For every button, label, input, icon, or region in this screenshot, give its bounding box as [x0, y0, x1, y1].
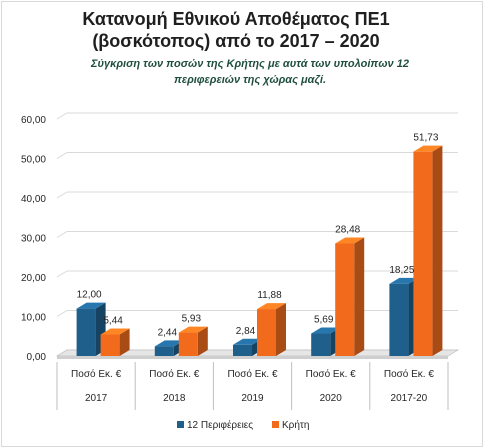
gridline-depth: [56, 191, 68, 199]
data-label: 28,48: [335, 225, 360, 236]
legend-label: Κρήτη: [282, 419, 309, 431]
bar-top: [311, 327, 341, 334]
bar-side: [119, 328, 130, 356]
bar-front: [76, 308, 96, 356]
chart-subtitle-line: Σύγκριση των ποσών της Κρήτης με αυτά τω…: [90, 58, 409, 70]
data-label: 51,73: [413, 133, 438, 144]
gridline-depth: [56, 231, 68, 238]
bar-top: [413, 145, 443, 152]
bar-top: [76, 302, 106, 309]
category-axis: Ποσό Εκ. € 2017 Ποσό Εκ. € 2018 Ποσό Εκ. € 20…: [56, 362, 449, 410]
bar-top: [178, 326, 208, 333]
category-label: 2017: [85, 393, 108, 404]
legend-label: 12 Περιφέρειες: [187, 419, 253, 431]
y-axis-ticks: 0,00 10,00 20,00 30,00 40,00 50,00 60,00: [21, 115, 46, 363]
legend-swatch: [272, 421, 279, 428]
data-label: 5,69: [314, 315, 334, 326]
bar-front: [257, 309, 276, 356]
category-label: 2017-20: [391, 393, 428, 404]
subcategory-label: Ποσό Εκ. €: [149, 368, 200, 380]
bar-front: [233, 344, 252, 356]
gridline-depth: [56, 112, 68, 120]
data-label: 11,88: [257, 290, 282, 301]
floor-front: [57, 356, 448, 359]
bar-side: [432, 145, 443, 356]
bar-front: [100, 334, 120, 356]
bars: [76, 145, 443, 356]
subcategory-label: Ποσό Εκ. €: [306, 368, 357, 380]
y-tick-label: 20,00: [21, 273, 46, 284]
bar-front: [154, 346, 174, 356]
bar-kriti-2017: [100, 328, 130, 356]
subcategory-label: Ποσό Εκ. €: [71, 368, 122, 380]
bar-kriti-2018: [178, 326, 208, 356]
data-label: 5,93: [182, 314, 202, 325]
chart-subtitle: Σύγκριση των ποσών της Κρήτης με αυτά τω…: [90, 58, 409, 86]
chart-title: Κατανομή Εθνικού Αποθέματος ΠΕ1(βοσκότοπ…: [82, 9, 389, 51]
legend-swatch: [177, 421, 184, 428]
bar-top: [257, 303, 286, 310]
bar-front: [389, 283, 409, 356]
y-tick-label: 10,00: [21, 313, 46, 324]
legend: 12 Περιφέρειες Κρήτη: [177, 419, 309, 431]
data-label: 12,00: [77, 290, 102, 301]
gridline-depth: [56, 310, 68, 317]
bar-side: [197, 326, 208, 356]
data-label: 2,44: [158, 327, 178, 338]
gridline-depth: [56, 152, 68, 159]
bar-side: [276, 303, 286, 356]
bar-front: [413, 151, 433, 356]
category-label: 2018: [163, 393, 186, 404]
data-label: 18,25: [389, 265, 414, 276]
bar-kriti-2017-20: [413, 145, 443, 356]
chart-title-line: Κατανομή Εθνικού Αποθέματος ΠΕ1: [82, 9, 389, 29]
gridline-depth: [56, 270, 68, 278]
bar-side: [354, 237, 365, 356]
data-label: 5,44: [103, 316, 123, 327]
category-label: 2019: [241, 393, 264, 404]
category-label: 2020: [320, 393, 343, 404]
bar-top: [154, 340, 184, 347]
subcategory-label: Ποσό Εκ. €: [227, 368, 278, 380]
bar-top: [233, 338, 262, 345]
bar-top: [335, 237, 365, 244]
bar-front: [335, 243, 355, 356]
y-tick-label: 60,00: [21, 115, 46, 126]
data-labels: 12,00 2,44 2,84 5,69 18,25 5,44 5,93 11,88 28,48…: [77, 133, 439, 339]
bar-front: [311, 333, 331, 356]
chart-subtitle-line: περιφερειών της χώρας μαζί.: [174, 74, 326, 86]
bar-top: [100, 328, 130, 335]
y-tick-label: 40,00: [21, 194, 46, 205]
bar-front: [178, 332, 198, 356]
data-label: 2,84: [236, 326, 256, 337]
chart-title-line: (βοσκότοπος) από το 2017 – 2020: [92, 31, 379, 51]
bar-kriti-2020: [335, 237, 365, 356]
y-tick-label: 50,00: [21, 155, 46, 166]
y-tick-label: 30,00: [21, 234, 46, 245]
bar-top: [389, 277, 419, 284]
subcategory-label: Ποσό Εκ. €: [384, 368, 435, 380]
bar-kriti-2019: [257, 303, 286, 356]
y-tick-label: 0,00: [27, 352, 47, 363]
